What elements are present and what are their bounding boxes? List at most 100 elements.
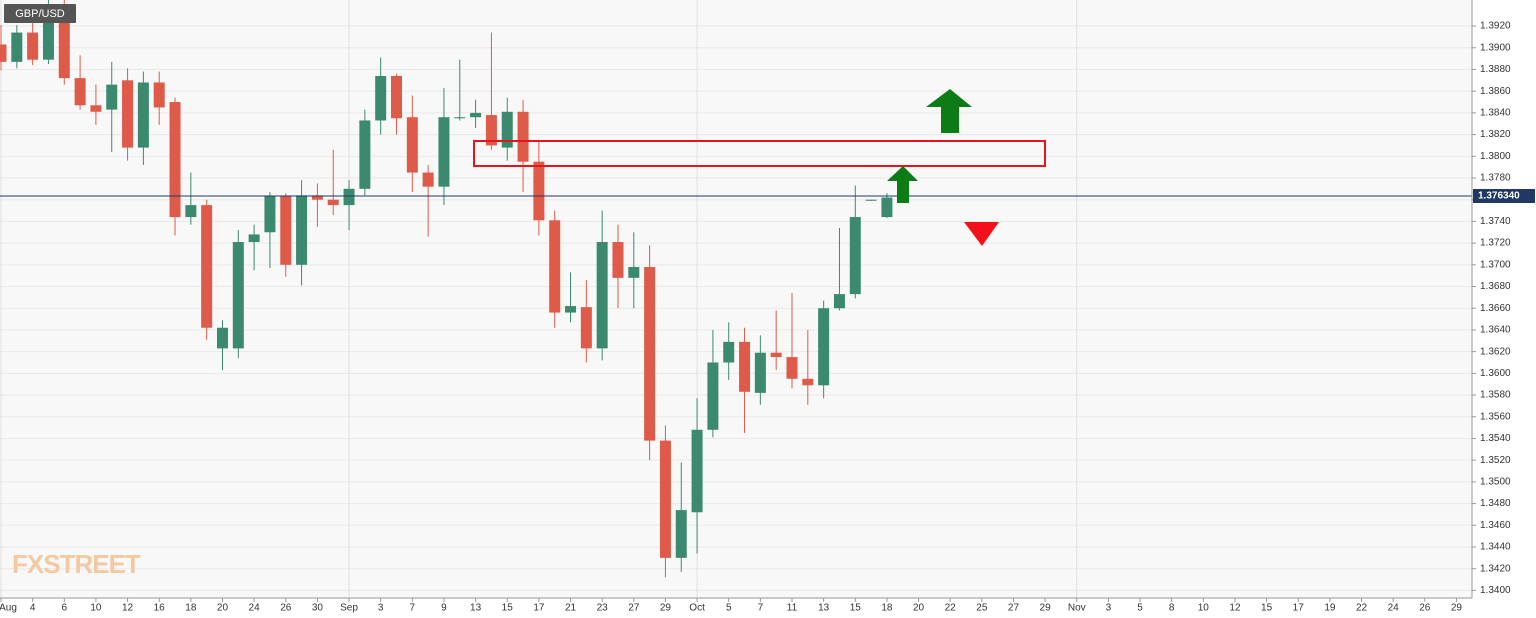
x-tick-label: 9 (441, 603, 447, 614)
x-tick-label: 12 (122, 603, 134, 614)
candle-body (90, 105, 102, 112)
candle-body (216, 327, 228, 349)
x-tick-label: 7 (410, 603, 416, 614)
candle-body (422, 172, 434, 187)
candle-body (11, 32, 23, 62)
x-tick-label: 20 (217, 603, 229, 614)
y-tick-label: 1.3560 (1480, 411, 1511, 422)
x-tick-label: 26 (280, 603, 292, 614)
candle-body (201, 205, 213, 328)
resistance-zone (473, 140, 1046, 167)
x-tick-label: 15 (850, 603, 862, 614)
y-tick-label: 1.3840 (1480, 108, 1511, 119)
candle-body (296, 195, 308, 265)
x-tick-label: 6 (61, 603, 67, 614)
x-tick-label: 10 (1198, 603, 1210, 614)
candle-body (375, 75, 387, 121)
candle-body (533, 161, 545, 221)
candle-body (865, 199, 877, 201)
candle-body (153, 82, 165, 108)
candle-body (122, 80, 134, 148)
y-tick-label: 1.3480 (1480, 498, 1511, 509)
candles (0, 0, 1472, 578)
candle-body (818, 308, 830, 386)
candle-body (311, 195, 323, 200)
candle-body (470, 112, 482, 118)
candle-body (185, 205, 197, 218)
candle-body (565, 306, 577, 313)
x-tick-label: 15 (502, 603, 514, 614)
x-tick-label: 3 (378, 603, 384, 614)
candle-body (391, 75, 402, 119)
x-tick-label: 19 (1324, 603, 1336, 614)
candle-body (438, 117, 450, 187)
candle-body (327, 199, 339, 206)
y-tick-label: 1.3500 (1480, 477, 1511, 488)
x-tick-label: 13 (818, 603, 830, 614)
x-tick-label: 21 (565, 603, 577, 614)
y-tick-label: 1.3520 (1480, 455, 1511, 466)
x-tick-label: 18 (185, 603, 197, 614)
candle-body (612, 242, 624, 278)
x-tick-label: 29 (1451, 603, 1463, 614)
candle-body (264, 196, 276, 233)
candle-body (802, 378, 814, 386)
up-arrow (887, 166, 918, 203)
candle-body (770, 352, 782, 358)
y-tick-label: 1.3860 (1480, 86, 1511, 97)
watermark: FXSTREET (12, 549, 141, 579)
x-tick-label: 29 (1040, 603, 1052, 614)
candle-body (754, 352, 766, 393)
y-tick-label: 1.3640 (1480, 325, 1511, 336)
x-tick-label: 13 (470, 603, 482, 614)
x-tick-label: 15 (1261, 603, 1273, 614)
y-tick-label: 1.3600 (1480, 368, 1511, 379)
y-tick-label: 1.3780 (1480, 173, 1511, 184)
y-tick-label: 1.3680 (1480, 281, 1511, 292)
y-tick-label: 1.3620 (1480, 346, 1511, 357)
candle-body (833, 294, 845, 309)
y-tick-label: 1.3800 (1480, 151, 1511, 162)
x-tick-label: 22 (1356, 603, 1368, 614)
y-tick-label: 1.3580 (1480, 390, 1511, 401)
y-tick-label: 1.3540 (1480, 433, 1511, 444)
x-tick-label: 24 (1388, 603, 1400, 614)
candle-body (58, 9, 70, 79)
x-tick-label: 22 (945, 603, 957, 614)
x-tick-label: 17 (533, 603, 545, 614)
y-tick-label: 1.3660 (1480, 303, 1511, 314)
candle-body (106, 84, 118, 110)
candle-body (485, 115, 497, 146)
candle-body (596, 242, 608, 349)
x-tick-label: 18 (881, 603, 893, 614)
candle-body (232, 242, 244, 349)
x-tick-label: 29 (660, 603, 672, 614)
candle-body (137, 82, 149, 148)
candle-body (0, 44, 7, 62)
candle-body (248, 234, 260, 243)
candle-body (580, 307, 592, 349)
axis-labels: 1.3400 1.3420 1.3440 1.3460 1.3480 1.3500 1.35… (0, 21, 1535, 614)
x-tick-label: Aug (0, 603, 17, 614)
candle-body (42, 9, 54, 60)
x-tick-label: Oct (689, 603, 705, 614)
candle-body (501, 111, 513, 148)
x-tick-label: Sep (340, 603, 358, 614)
candle-body (169, 102, 181, 218)
y-tick-label: 1.3740 (1480, 216, 1511, 227)
y-tick-label: 1.3700 (1480, 259, 1511, 270)
candle-body (723, 341, 735, 363)
y-tick-label: 1.3900 (1480, 42, 1511, 53)
candle-body (786, 357, 798, 379)
grid (0, 0, 1472, 598)
x-tick-label: 23 (597, 603, 609, 614)
x-tick-label: 12 (1229, 603, 1241, 614)
candle-body (549, 220, 561, 313)
x-tick-label: 24 (249, 603, 261, 614)
candle-body (359, 120, 371, 189)
last-price-label: 1.376340 (1478, 191, 1520, 202)
x-tick-label: 10 (90, 603, 102, 614)
candle-body (280, 196, 292, 265)
y-tick-label: 1.3920 (1480, 21, 1511, 32)
